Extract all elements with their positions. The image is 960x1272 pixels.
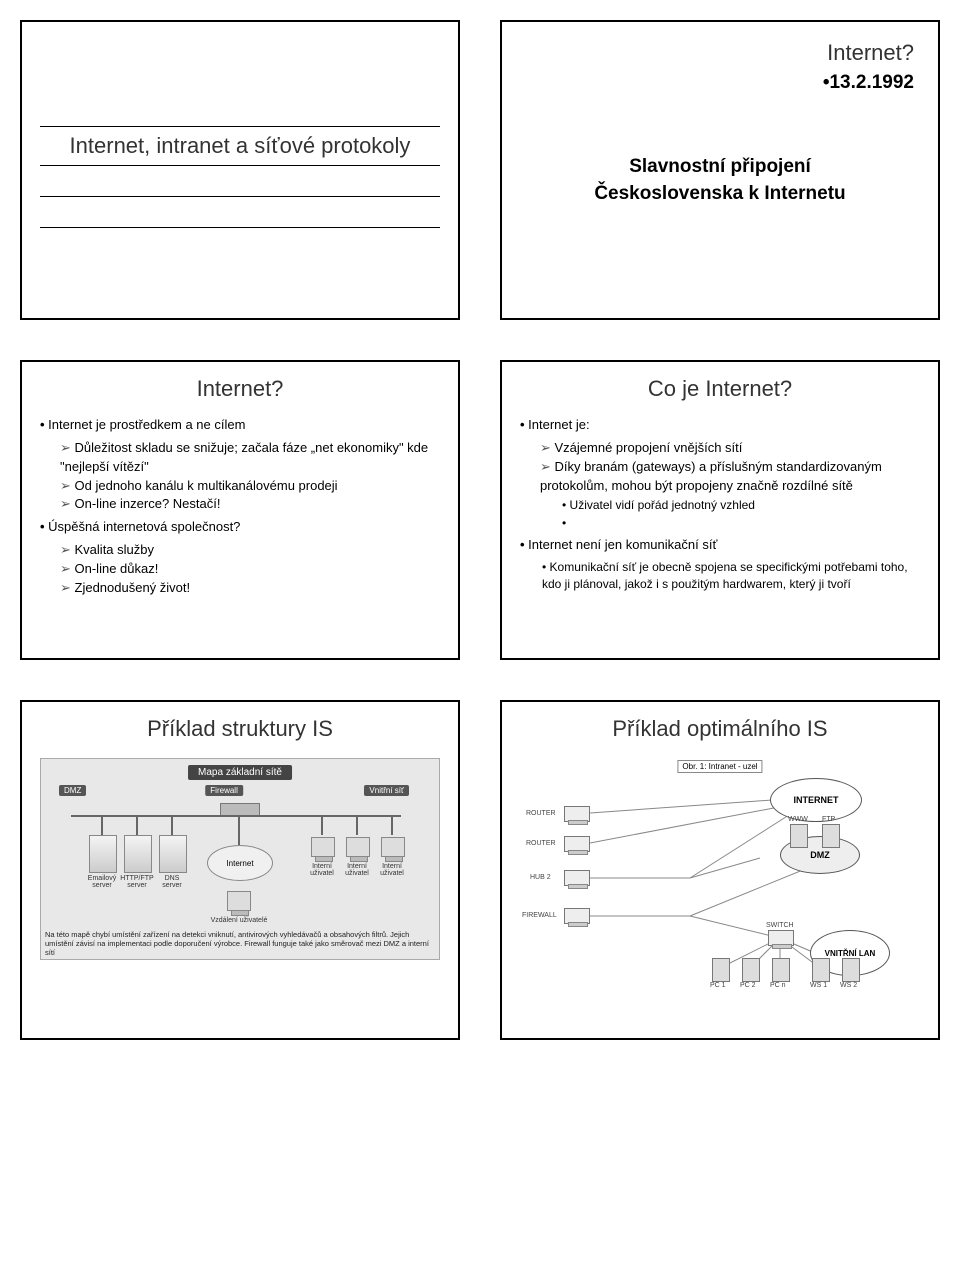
s3-b2s1: Kvalita služby [60, 541, 440, 560]
d5-banner: Mapa základní sítě [188, 765, 292, 780]
d6-fw [564, 908, 590, 924]
d5-remote-pc [227, 891, 251, 911]
slide4-list: Internet je: Vzájemné propojení vnějších… [520, 416, 920, 594]
slide6-title: Příklad optimálního IS [520, 716, 920, 742]
d5-srv2 [124, 835, 152, 873]
d6-ws1-l: WS 1 [810, 982, 827, 989]
d6-internet: INTERNET [770, 778, 862, 822]
s4-b1s2: Díky branám (gateways) a příslušným stan… [540, 458, 920, 496]
d6-ftp [822, 824, 840, 848]
d5-srv3-l: DNS server [155, 875, 189, 889]
s4-b2: Internet není jen komunikační síť [520, 536, 920, 555]
d5-srv1 [89, 835, 117, 873]
slide4-title: Co je Internet? [520, 376, 920, 402]
s3-b2: Úspěšná internetová společnost? [40, 518, 440, 537]
d5-pc1-l: Interní uživatel [305, 863, 339, 877]
s4-b1s2a: Uživatel vidí pořád jednotný vzhled [562, 497, 920, 514]
d6-fw-l: FIREWALL [522, 912, 557, 919]
d6-ws1 [812, 958, 830, 982]
d5-srv1-l: Emailový server [85, 875, 119, 889]
d6-router1 [564, 806, 590, 822]
d6-www-l: WWW [788, 816, 808, 823]
d5-internet-cloud: Internet [207, 845, 273, 881]
d5-pc3-l: Interní uživatel [375, 863, 409, 877]
d6-ws2-l: WS 2 [840, 982, 857, 989]
s3-b1: Internet je prostředkem a ne cílem [40, 416, 440, 435]
d6-pc1-l: PC 1 [710, 982, 726, 989]
s3-b1s3: On-line inzerce? Nestačí! [60, 495, 440, 514]
s4-b1: Internet je: [520, 416, 920, 435]
slide-2: Internet? •13.2.1992 Slavnostní připojen… [500, 20, 940, 320]
d6-router2 [564, 836, 590, 852]
slide5-diagram: Mapa základní sítě DMZ Firewall Vnitřní … [40, 758, 440, 960]
d5-pc2-l: Interní uživatel [340, 863, 374, 877]
d6-pc2-l: PC 2 [740, 982, 756, 989]
d5-int-label: Vnitřní síť [364, 785, 409, 796]
s4-b1s1: Vzájemné propojení vnějších sítí [540, 439, 920, 458]
d6-pc2 [742, 958, 760, 982]
s4-b2a: Komunikační síť je obecně spojena se spe… [542, 559, 920, 594]
d5-pc3 [381, 837, 405, 857]
slide-5: Příklad struktury IS Mapa základní sítě … [20, 700, 460, 1040]
d6-router2-l: ROUTER [526, 840, 556, 847]
d5-pc2 [346, 837, 370, 857]
d6-hub [564, 870, 590, 886]
d6-router1-l: ROUTER [526, 810, 556, 817]
slide-4: Co je Internet? Internet je: Vzájemné pr… [500, 360, 940, 660]
slide2-title: Internet? [520, 40, 914, 66]
slide-3: Internet? Internet je prostředkem a ne c… [20, 360, 460, 660]
s3-b2s2: On-line důkaz! [60, 560, 440, 579]
s4-blank [562, 515, 920, 532]
s3-b1s2: Od jednoho kanálu k multikanálovému prod… [60, 477, 440, 496]
slide2-sub-l2: Československa k Internetu [594, 183, 845, 204]
slide6-diagram: Obr. 1: Intranet - uzel INTERNET [520, 758, 920, 998]
d5-srv3 [159, 835, 187, 873]
d5-dmz-label: DMZ [59, 785, 86, 796]
slide-6: Příklad optimálního IS Obr. 1: Intranet … [500, 700, 940, 1040]
d6-hub-l: HUB 2 [530, 874, 551, 881]
d6-pcn-l: PC n [770, 982, 786, 989]
d5-remote-l: Vzdálení uživatelé [209, 917, 269, 924]
slide5-title: Příklad struktury IS [40, 716, 440, 742]
slide2-date: •13.2.1992 [520, 72, 914, 94]
slide2-sub-l1: Slavnostní připojení [629, 156, 811, 177]
slide1-table: Internet, intranet a síťové protokoly [40, 126, 440, 228]
s3-b1s1: Důležitost skladu se snižuje; začala fáz… [60, 439, 440, 477]
d6-switch-l: SWITCH [766, 922, 794, 929]
s3-b2s3: Zjednodušený život! [60, 579, 440, 598]
d5-pc1 [311, 837, 335, 857]
d6-ws2 [842, 958, 860, 982]
d6-ftp-l: FTP [822, 816, 835, 823]
slide2-subtitle: Slavnostní připojení Československa k In… [520, 154, 920, 207]
slide1-title: Internet, intranet a síťové protokoly [40, 127, 440, 165]
d6-pc1 [712, 958, 730, 982]
slide3-list: Internet je prostředkem a ne cílem Důlež… [40, 416, 440, 598]
d5-srv2-l: HTTP/FTP server [120, 875, 154, 889]
d5-backbone [71, 815, 401, 817]
d5-caption: Na této mapě chybí umístění zařízení na … [45, 930, 435, 957]
d6-www [790, 824, 808, 848]
d6-pcn [772, 958, 790, 982]
slide-1: Internet, intranet a síťové protokoly [20, 20, 460, 320]
d6-switch [768, 930, 794, 946]
slide3-title: Internet? [40, 376, 440, 402]
d5-fw-label: Firewall [205, 785, 243, 796]
